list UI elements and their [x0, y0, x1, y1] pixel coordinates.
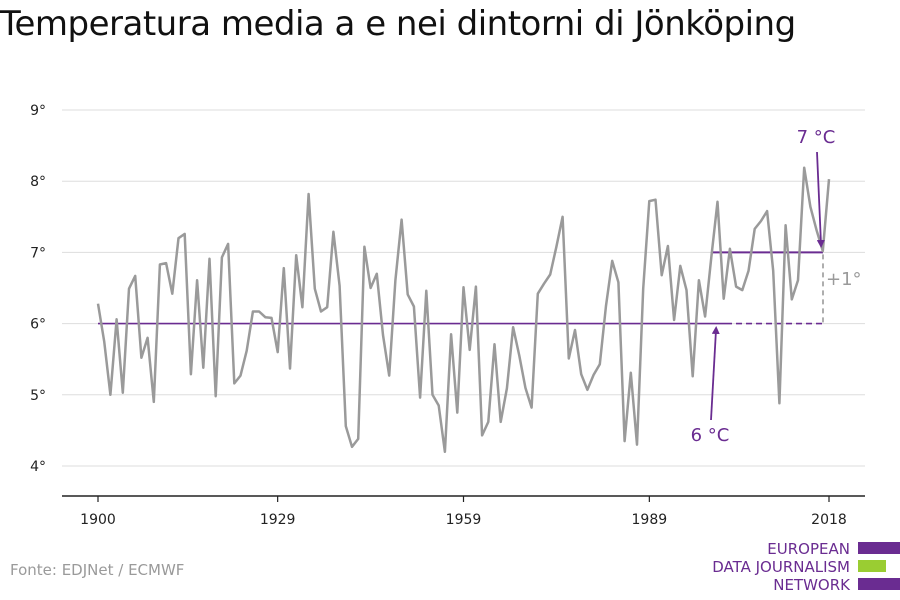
annotations: 7 °C 6 °C +1°: [691, 127, 862, 446]
y-tick-label-7: 7°: [30, 245, 46, 261]
y-tick-label-8: 8°: [30, 174, 46, 190]
annotation-7c-arrow: [816, 151, 825, 248]
x-tick-label-2018: 2018: [811, 512, 847, 528]
y-tick-label-5: 5°: [30, 388, 46, 404]
logo-line-european: EUROPEAN: [767, 540, 850, 558]
x-tick-label-1900: 1900: [80, 512, 116, 528]
logo-line-data-journalism: DATA JOURNALISM: [712, 558, 850, 576]
annotation-7c-label: 7 °C: [797, 127, 836, 148]
edjnet-logo: EUROPEAN DATA JOURNALISM NETWORK: [700, 538, 900, 598]
source-note: Fonte: EDJNet / ECMWF: [10, 561, 185, 579]
y-tick-label-4: 4°: [30, 459, 46, 475]
x-ticks: 1900 1929 1959 1989 2018: [80, 496, 847, 528]
logo-bar-top: [858, 542, 900, 554]
annotation-plus-one-label: +1°: [826, 269, 862, 290]
x-tick-label-1929: 1929: [260, 512, 296, 528]
chart-title: Temperatura media a e nei dintorni di Jö…: [0, 4, 796, 44]
y-tick-labels: 4° 5° 6° 7° 8° 9°: [30, 103, 46, 475]
x-tick-label-1989: 1989: [632, 512, 668, 528]
logo-line-network: NETWORK: [773, 576, 850, 594]
annotation-6c-arrow: [710, 326, 720, 421]
logo-bar-bottom: [858, 578, 900, 590]
annotation-6c-label: 6 °C: [691, 425, 730, 446]
x-tick-label-1959: 1959: [446, 512, 482, 528]
y-tick-label-6: 6°: [30, 317, 46, 333]
logo-bar-middle: [858, 560, 886, 572]
temperature-series-line: [96, 166, 831, 454]
y-tick-label-9: 9°: [30, 103, 46, 119]
